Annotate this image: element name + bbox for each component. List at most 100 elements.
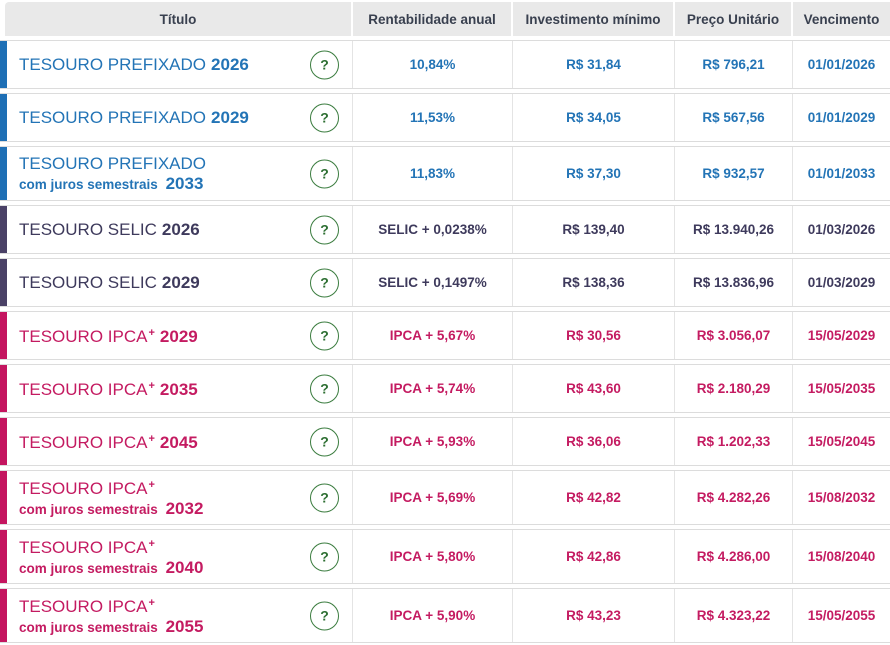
help-icon[interactable]: ? <box>310 374 339 403</box>
bond-title-cell: TESOURO IPCA+ com juros semestrais 2032 … <box>0 471 352 524</box>
unit-price-value: R$ 4.323,22 <box>674 589 792 642</box>
unit-price-value: R$ 2.180,29 <box>674 365 792 412</box>
bond-color-bar <box>0 206 7 253</box>
bond-color-bar <box>0 530 7 583</box>
minimum-investment-value: R$ 31,84 <box>512 41 674 88</box>
maturity-date-value: 15/05/2045 <box>792 418 890 465</box>
bond-subtitle: com juros semestrais 2032 <box>19 499 204 518</box>
column-header-investimento-minimo: Investimento mínimo <box>512 2 674 36</box>
bond-color-bar <box>0 589 7 642</box>
help-icon[interactable]: ? <box>310 50 339 79</box>
unit-price-value: R$ 796,21 <box>674 41 792 88</box>
annual-rate-value: SELIC + 0,1497% <box>352 259 512 306</box>
bond-rows: TESOURO PREFIXADO 2026 ? 10,84% R$ 31,84 … <box>0 40 890 643</box>
unit-price-value: R$ 4.286,00 <box>674 530 792 583</box>
maturity-date-value: 01/03/2026 <box>792 206 890 253</box>
plus-superscript: + <box>148 479 155 491</box>
bond-title-link[interactable]: TESOURO PREFIXADO 2026 <box>19 55 249 75</box>
bond-row: TESOURO IPCA+ 2029 ? IPCA + 5,67% R$ 30,5… <box>0 311 890 360</box>
bond-year: 2055 <box>165 617 204 636</box>
bond-name: TESOURO IPCA+ 2045 <box>19 433 198 452</box>
column-header-investimento-minimo-label: Investimento mínimo <box>513 2 673 36</box>
help-icon[interactable]: ? <box>310 483 339 512</box>
maturity-date-value: 01/01/2033 <box>792 147 890 200</box>
help-icon[interactable]: ? <box>310 268 339 297</box>
bond-row: TESOURO IPCA+ com juros semestrais 2055 … <box>0 588 890 643</box>
bond-title-link[interactable]: TESOURO SELIC 2026 <box>19 220 200 240</box>
annual-rate-value: IPCA + 5,67% <box>352 312 512 359</box>
help-icon[interactable]: ? <box>310 103 339 132</box>
maturity-date-value: 15/05/2029 <box>792 312 890 359</box>
annual-rate-value: IPCA + 5,74% <box>352 365 512 412</box>
unit-price-value: R$ 567,56 <box>674 94 792 141</box>
bond-subtitle: com juros semestrais 2055 <box>19 617 204 636</box>
bond-subtitle: com juros semestrais 2033 <box>19 173 204 193</box>
column-header-rentabilidade: Rentabilidade anual <box>352 2 512 36</box>
bond-title-cell: TESOURO IPCA+ 2035 ? <box>0 365 352 412</box>
minimum-investment-value: R$ 138,36 <box>512 259 674 306</box>
bond-title-link[interactable]: TESOURO SELIC 2029 <box>19 273 200 293</box>
bond-title-link[interactable]: TESOURO IPCA+ 2029 <box>19 324 198 347</box>
bond-title-link[interactable]: TESOURO IPCA+ com juros semestrais 2032 <box>19 476 203 519</box>
bond-row: TESOURO PREFIXADO 2029 ? 11,53% R$ 34,05 … <box>0 93 890 142</box>
bond-title-cell: TESOURO IPCA+ com juros semestrais 2040 … <box>0 530 352 583</box>
unit-price-value: R$ 932,57 <box>674 147 792 200</box>
bond-row: TESOURO IPCA+ 2035 ? IPCA + 5,74% R$ 43,6… <box>0 364 890 413</box>
maturity-date-value: 15/08/2040 <box>792 530 890 583</box>
bond-title-link[interactable]: TESOURO PREFIXADO 2029 <box>19 108 249 128</box>
maturity-date-value: 15/05/2035 <box>792 365 890 412</box>
minimum-investment-value: R$ 37,30 <box>512 147 674 200</box>
bond-name: TESOURO IPCA+ <box>19 597 155 616</box>
unit-price-value: R$ 13.836,96 <box>674 259 792 306</box>
table-header: Título Rentabilidade anual Investimento … <box>0 2 890 36</box>
annual-rate-value: 11,83% <box>352 147 512 200</box>
bond-color-bar <box>0 259 7 306</box>
bond-title-link[interactable]: TESOURO IPCA+ 2035 <box>19 377 198 400</box>
bond-title-cell: TESOURO PREFIXADO 2026 ? <box>0 41 352 88</box>
maturity-date-value: 01/03/2029 <box>792 259 890 306</box>
bond-name: TESOURO SELIC 2026 <box>19 219 200 239</box>
unit-price-value: R$ 4.282,26 <box>674 471 792 524</box>
bond-title-link[interactable]: TESOURO IPCA+ com juros semestrais 2055 <box>19 594 203 637</box>
unit-price-value: R$ 13.940,26 <box>674 206 792 253</box>
plus-superscript: + <box>148 597 155 609</box>
minimum-investment-value: R$ 139,40 <box>512 206 674 253</box>
column-header-titulo: Título <box>0 2 352 36</box>
bond-title-cell: TESOURO IPCA+ 2045 ? <box>0 418 352 465</box>
help-icon[interactable]: ? <box>310 215 339 244</box>
bond-title-link[interactable]: TESOURO PREFIXADO com juros semestrais 2… <box>19 154 206 194</box>
bond-color-bar <box>0 471 7 524</box>
annual-rate-value: IPCA + 5,90% <box>352 589 512 642</box>
help-icon[interactable]: ? <box>310 427 339 456</box>
unit-price-value: R$ 1.202,33 <box>674 418 792 465</box>
column-header-rentabilidade-label: Rentabilidade anual <box>353 2 511 36</box>
minimum-investment-value: R$ 43,23 <box>512 589 674 642</box>
minimum-investment-value: R$ 42,86 <box>512 530 674 583</box>
bond-color-bar <box>0 147 7 200</box>
bond-year: 2029 <box>161 272 200 292</box>
plus-superscript: + <box>148 433 155 445</box>
bond-title-cell: TESOURO PREFIXADO 2029 ? <box>0 94 352 141</box>
help-icon[interactable]: ? <box>310 159 339 188</box>
column-header-preco-unitario: Preço Unitário <box>674 2 792 36</box>
help-icon[interactable]: ? <box>310 542 339 571</box>
minimum-investment-value: R$ 42,82 <box>512 471 674 524</box>
bond-title-link[interactable]: TESOURO IPCA+ 2045 <box>19 430 198 453</box>
bond-row: TESOURO IPCA+ com juros semestrais 2032 … <box>0 470 890 525</box>
help-icon[interactable]: ? <box>310 321 339 350</box>
bond-title-link[interactable]: TESOURO IPCA+ com juros semestrais 2040 <box>19 535 203 578</box>
help-icon[interactable]: ? <box>310 601 339 630</box>
bond-year: 2026 <box>211 54 249 74</box>
bond-title-cell: TESOURO SELIC 2029 ? <box>0 259 352 306</box>
unit-price-value: R$ 3.056,07 <box>674 312 792 359</box>
plus-superscript: + <box>148 538 155 550</box>
bond-name: TESOURO SELIC 2029 <box>19 272 200 292</box>
bond-name: TESOURO IPCA+ 2035 <box>19 380 198 399</box>
annual-rate-value: IPCA + 5,69% <box>352 471 512 524</box>
bond-row: TESOURO IPCA+ com juros semestrais 2040 … <box>0 529 890 584</box>
bond-name: TESOURO IPCA+ <box>19 538 155 557</box>
bond-year: 2026 <box>161 219 200 239</box>
bond-name: TESOURO PREFIXADO 2029 <box>19 107 249 127</box>
column-header-vencimento: Vencimento <box>792 2 890 36</box>
